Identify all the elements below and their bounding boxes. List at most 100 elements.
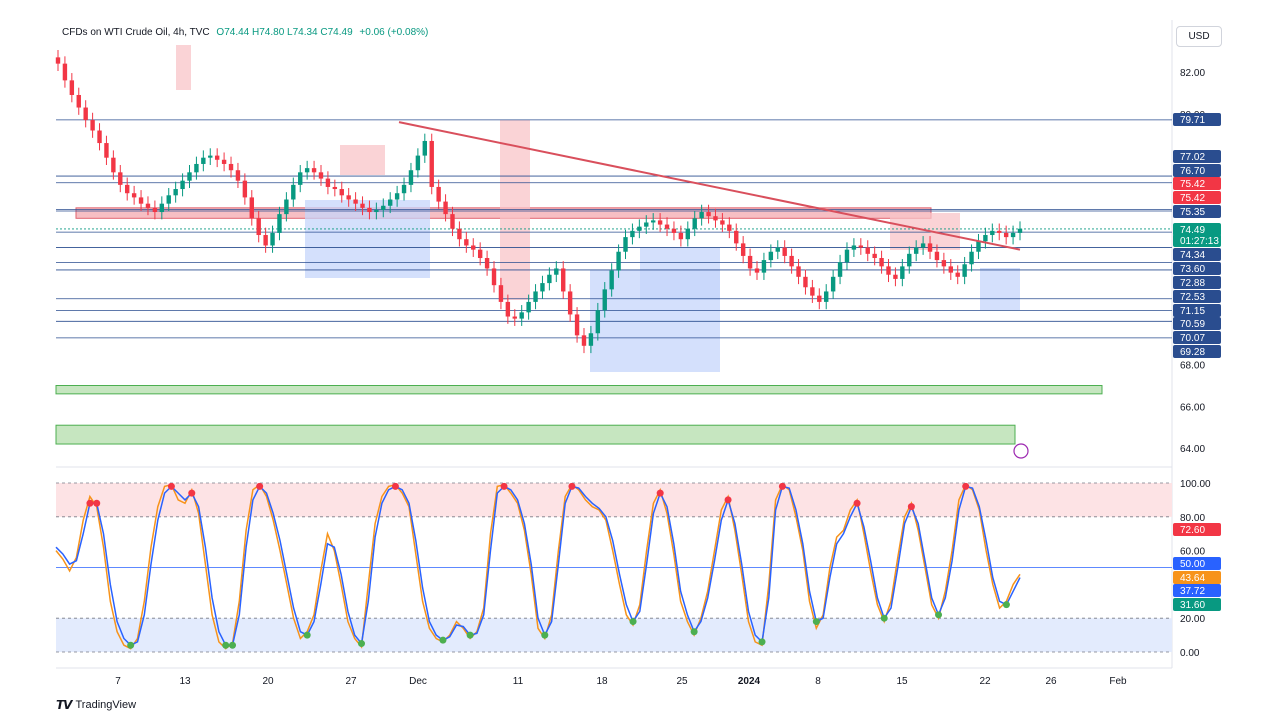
candle-body — [533, 291, 538, 302]
candle-body — [187, 172, 192, 181]
candle-body — [1017, 228, 1023, 233]
candle-body — [298, 172, 303, 185]
candle-body — [851, 245, 857, 250]
candle-body — [291, 184, 296, 200]
stoch-tag-label: 37.72 — [1180, 586, 1205, 597]
candle-body — [713, 216, 718, 221]
price-tag-label: 72.53 — [1180, 292, 1205, 303]
candle-body — [734, 230, 739, 244]
time-tick-label: 7 — [115, 676, 121, 687]
buy-signal-dot — [466, 631, 474, 639]
candle-body — [616, 251, 621, 271]
candle-body — [173, 189, 178, 196]
candle-body — [927, 243, 933, 252]
candle-body — [401, 184, 407, 194]
footer: 𝙏𝙑 TradingView — [56, 698, 136, 712]
currency-button[interactable]: USD — [1176, 26, 1222, 47]
candle-body — [450, 214, 455, 229]
buy-signal-dot — [880, 614, 888, 622]
candle-body — [976, 241, 981, 252]
candle-body — [990, 230, 995, 236]
candle-body — [623, 237, 628, 252]
candle-body — [76, 94, 81, 108]
buy-signal-dot — [541, 631, 549, 639]
price-tag-label: 77.02 — [1180, 152, 1205, 163]
candle-body — [588, 333, 594, 346]
candle-body — [754, 268, 760, 273]
price-tag — [1173, 248, 1221, 261]
price-change: +0.06 (+0.08%) — [359, 27, 429, 38]
price-tag-label: 75.35 — [1180, 207, 1205, 218]
volume-profile-box — [176, 45, 191, 90]
time-tick-label: 27 — [345, 676, 357, 687]
tradingview-logo-icon: 𝙏𝙑 — [56, 698, 73, 712]
candle-body — [270, 232, 275, 246]
stoch-tag — [1173, 598, 1221, 611]
candle-body — [388, 199, 393, 206]
trendline[interactable] — [398, 121, 1029, 459]
stoch-tag-label: 50.00 — [1180, 559, 1205, 570]
volume-profile-box — [305, 200, 430, 278]
candle-body — [422, 140, 428, 156]
candle-body — [602, 289, 607, 311]
candle-body — [810, 287, 815, 296]
stoch-tick-label: 60.00 — [1180, 547, 1205, 558]
candle-body — [692, 218, 697, 229]
price-tag — [1173, 276, 1221, 289]
price-tag-label: 01:27:13 — [1180, 236, 1219, 247]
price-axis[interactable]: 82.00 80.00 68.00 66.00 64.00 79.71 77.02 76.70… — [1173, 68, 1221, 659]
sell-signal-dot — [188, 489, 196, 497]
price-tag — [1173, 317, 1221, 330]
stoch-tag — [1173, 571, 1221, 584]
candle-body — [941, 260, 947, 267]
time-tick-label: 25 — [676, 676, 688, 687]
time-tick-label: 2024 — [738, 676, 761, 687]
candle-body — [131, 193, 137, 198]
candle-body — [644, 222, 649, 227]
candle-body — [678, 232, 684, 240]
sell-signal-dot — [907, 503, 915, 511]
candle-body — [145, 203, 151, 208]
stoch-tick-label: 80.00 — [1180, 513, 1205, 524]
price-tag — [1173, 191, 1221, 204]
buy-signal-dot — [1002, 601, 1010, 609]
zones — [55, 45, 1103, 445]
time-tick-label: 15 — [896, 676, 908, 687]
candle-body — [796, 266, 801, 277]
grid — [56, 20, 1173, 669]
sell-signal-dot — [778, 482, 786, 490]
time-axis[interactable]: 7 13 20 27 Dec 11 18 25 2024 8 15 22 26 Feb — [115, 676, 1127, 687]
candle-body — [512, 316, 517, 319]
candle-body — [706, 212, 711, 217]
candle-body — [104, 143, 109, 158]
candle-body — [90, 120, 95, 131]
candle-body — [817, 295, 822, 302]
candle-body — [727, 224, 732, 231]
time-tick-label: 8 — [815, 676, 821, 687]
volume-profile-box — [640, 248, 720, 300]
time-tick-label: 18 — [596, 676, 608, 687]
candle-body — [325, 178, 331, 187]
candle-body — [567, 291, 573, 315]
downtrend-line — [398, 121, 1021, 251]
candle-body — [339, 189, 344, 196]
candle-body — [747, 255, 753, 269]
stoch-tag-label: 72.60 — [1180, 525, 1205, 536]
candle-body — [62, 63, 68, 81]
price-tag — [1173, 304, 1221, 317]
price-tag-label: 75.42 — [1180, 179, 1205, 190]
symbol-title[interactable]: CFDs on WTI Crude Oil, 4h, TVC — [62, 27, 210, 38]
candle-body — [367, 207, 372, 213]
stoch-tag-label: 31.60 — [1180, 600, 1205, 611]
sell-signal-dot — [962, 482, 970, 490]
candle-body — [858, 245, 864, 248]
price-tag-label: 75.42 — [1180, 193, 1205, 204]
candle-body — [228, 163, 234, 171]
candle-body — [311, 168, 317, 173]
price-tag — [1173, 113, 1221, 126]
candle-body — [720, 220, 725, 225]
buy-signal-dot — [222, 641, 230, 649]
sell-signal-dot — [167, 482, 175, 490]
candle-body — [1003, 232, 1009, 238]
